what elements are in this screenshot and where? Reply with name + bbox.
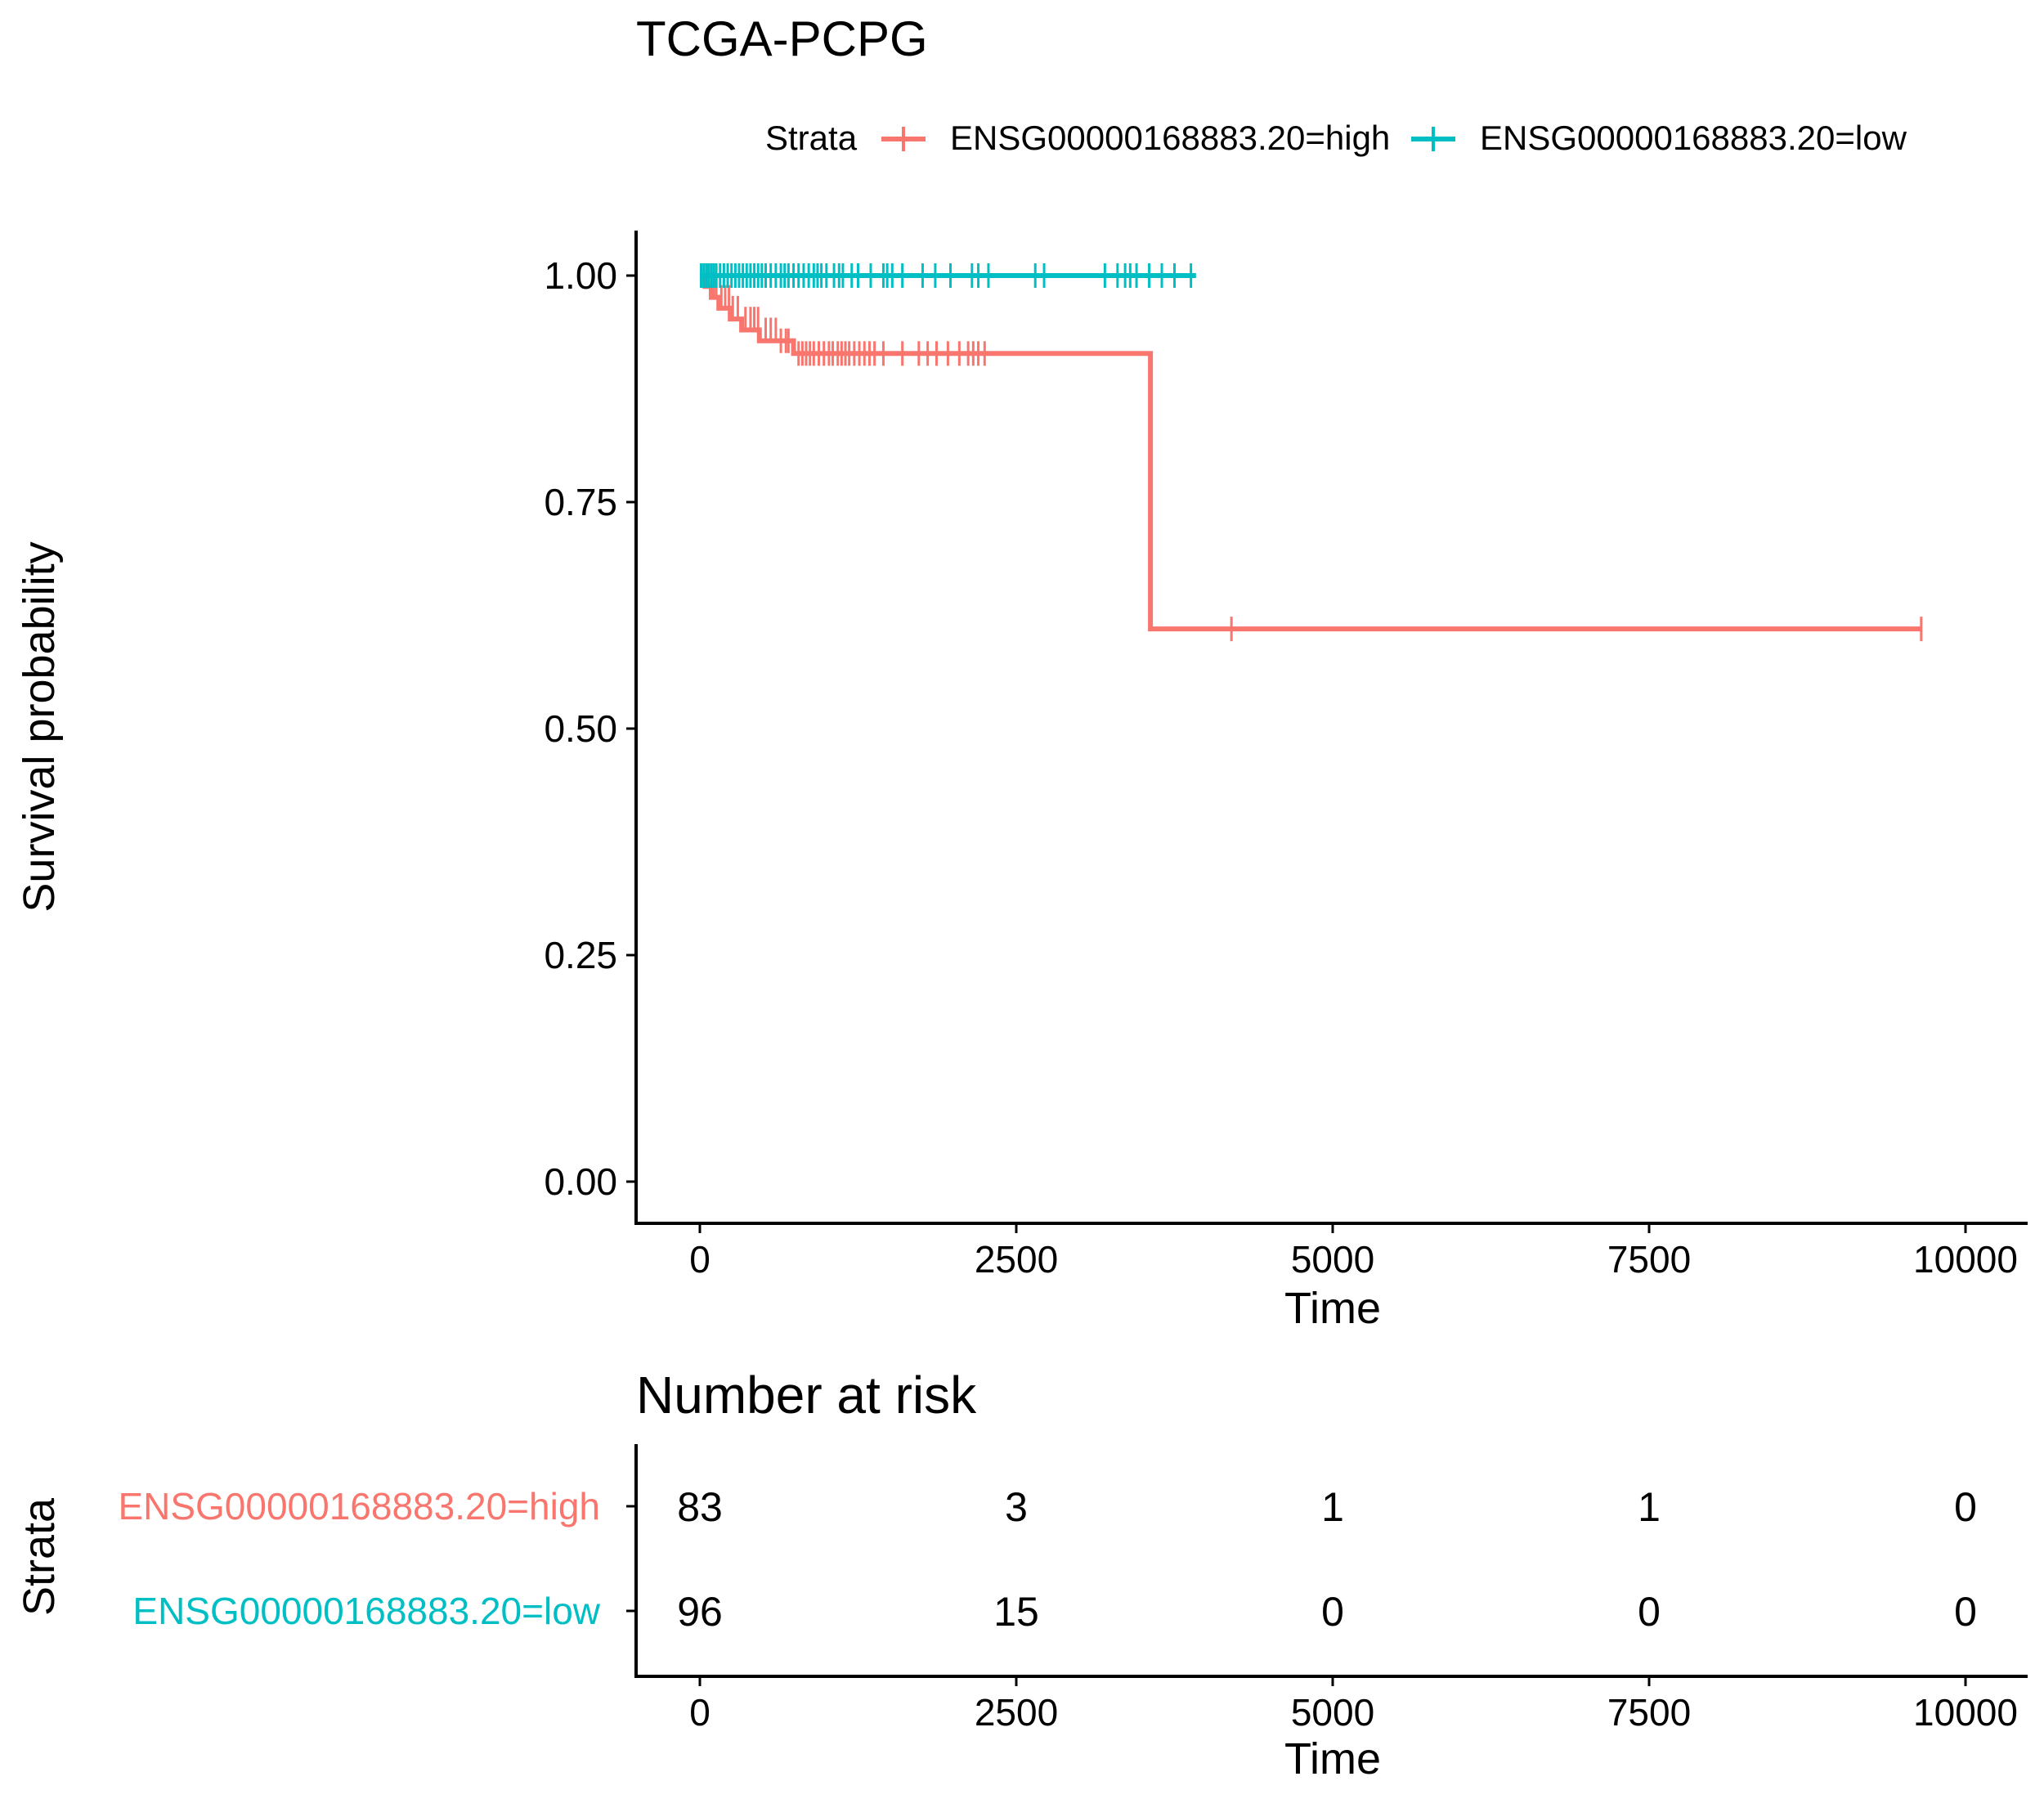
y-tick-label: 1.00: [544, 254, 617, 297]
y-tick-label: 0.25: [544, 934, 617, 976]
risk-x-tick-label: 0: [689, 1691, 710, 1734]
risk-cell: 83: [677, 1484, 723, 1530]
risk-x-axis-ticks: 0 2500 5000 7500 10000: [689, 1676, 2018, 1734]
risk-cell: 1: [1321, 1484, 1344, 1530]
x-tick-label: 7500: [1607, 1238, 1691, 1281]
legend-title: Strata: [765, 119, 858, 157]
x-axis-ticks: 0 2500 5000 7500 10000: [689, 1223, 2018, 1281]
risk-y-axis-ticks: [626, 1505, 636, 1613]
risk-x-tick-label: 2500: [975, 1691, 1058, 1734]
risk-cell: 96: [677, 1589, 723, 1635]
risk-y-axis-title: Strata: [15, 1497, 64, 1616]
x-tick-label: 10000: [1913, 1238, 2018, 1281]
legend-key-high: [881, 127, 926, 151]
risk-table-axes: [634, 1444, 2028, 1678]
risk-x-tick-label: 7500: [1607, 1691, 1691, 1734]
risk-cell: 0: [1954, 1589, 1977, 1635]
x-tick-label: 5000: [1291, 1238, 1374, 1281]
x-axis-title: Time: [1284, 1284, 1381, 1333]
y-tick-label: 0.75: [544, 481, 617, 523]
y-tick-label: 0.00: [544, 1160, 617, 1203]
x-tick-label: 2500: [975, 1238, 1058, 1281]
risk-cell: 3: [1005, 1484, 1028, 1530]
risk-cell: 1: [1638, 1484, 1661, 1530]
risk-x-tick-label: 10000: [1913, 1691, 2018, 1734]
survival-curve-high: [700, 273, 1921, 632]
risk-x-tick-label: 5000: [1291, 1691, 1374, 1734]
survival-plot-axes: [634, 231, 2028, 1225]
chart-title: TCGA-PCPG: [636, 11, 928, 66]
risk-table-title: Number at risk: [636, 1366, 977, 1424]
survival-curves: [700, 263, 1923, 642]
x-tick-label: 0: [689, 1238, 710, 1281]
risk-row-label-low: ENSG00000168883.20=low: [132, 1590, 600, 1632]
risk-cell: 0: [1638, 1589, 1661, 1635]
risk-cell: 0: [1954, 1484, 1977, 1530]
legend-key-low: [1411, 127, 1455, 151]
risk-row-labels: ENSG00000168883.20=high ENSG00000168883.2…: [118, 1485, 600, 1632]
legend-label-low: ENSG00000168883.20=low: [1480, 119, 1907, 157]
risk-cell: 15: [993, 1589, 1039, 1635]
legend-label-high: ENSG00000168883.20=high: [950, 119, 1390, 157]
y-axis-title: Survival probability: [15, 541, 64, 912]
risk-cell: 0: [1321, 1589, 1344, 1635]
y-axis-ticks: 0.00 0.25 0.50 0.75 1.00: [544, 254, 636, 1203]
risk-table-cells: 83 3 1 1 0 96 15 0 0 0: [677, 1484, 1977, 1635]
y-tick-label: 0.50: [544, 707, 617, 750]
risk-row-label-high: ENSG00000168883.20=high: [118, 1485, 600, 1528]
legend: Strata ENSG00000168883.20=high ENSG00000…: [765, 119, 1907, 157]
risk-x-axis-title: Time: [1284, 1734, 1381, 1783]
